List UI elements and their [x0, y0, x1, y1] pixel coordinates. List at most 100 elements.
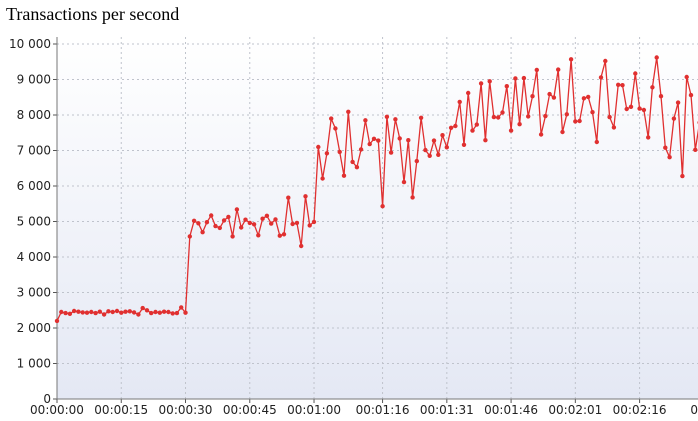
data-point	[303, 194, 308, 199]
data-point	[80, 310, 85, 315]
x-tick-label: 00:00:30	[159, 403, 213, 417]
data-point	[418, 115, 424, 121]
x-tick-label: 00:01:46	[484, 403, 538, 417]
data-point	[671, 116, 677, 121]
data-point	[63, 310, 68, 316]
data-point	[564, 112, 569, 117]
data-point	[607, 114, 612, 120]
data-point	[508, 128, 514, 133]
data-point	[346, 109, 351, 115]
data-point	[247, 220, 252, 226]
data-point	[217, 225, 222, 231]
data-point	[658, 94, 664, 99]
data-point	[406, 138, 411, 143]
data-point	[483, 138, 488, 143]
data-point	[59, 309, 64, 315]
data-point	[187, 234, 192, 239]
data-point	[393, 117, 398, 122]
data-point	[363, 118, 368, 123]
x-tick-label: 00:00:45	[223, 403, 277, 417]
data-point	[448, 125, 454, 130]
data-point	[423, 147, 428, 153]
data-point	[496, 115, 501, 120]
data-point	[573, 119, 578, 124]
data-point	[641, 107, 647, 113]
data-point	[667, 155, 672, 160]
data-point	[204, 220, 210, 225]
data-point	[54, 318, 60, 324]
data-point	[688, 92, 694, 98]
data-point	[646, 135, 651, 140]
data-point	[466, 90, 471, 96]
data-point	[140, 305, 145, 311]
data-point	[453, 123, 458, 129]
y-tick-label: 9 000	[17, 73, 51, 87]
data-point	[149, 310, 154, 316]
data-point	[264, 213, 270, 218]
data-point	[414, 158, 419, 164]
data-point	[166, 309, 171, 315]
data-point	[397, 136, 402, 141]
data-point	[230, 234, 235, 239]
data-point	[457, 99, 462, 105]
chart-title: Transactions per second	[6, 4, 180, 24]
data-point	[538, 132, 544, 137]
y-tick-label: 5 000	[17, 215, 51, 229]
data-point	[131, 310, 137, 315]
data-point	[624, 106, 629, 112]
series-group	[54, 55, 698, 324]
data-point	[376, 138, 381, 143]
x-tick-labels: 00:00:00 00:00:15 00:00:30 00:00:45 00:01:00…	[30, 403, 698, 417]
y-tick-labels: 0 1 000 2 000 3 000 4 000 5 000 6 000 7 000 8 00…	[9, 37, 51, 406]
data-point	[183, 310, 188, 315]
data-point	[290, 221, 295, 227]
data-point	[170, 311, 175, 316]
data-point	[577, 118, 582, 124]
data-point	[84, 310, 90, 315]
data-point	[341, 173, 347, 178]
data-point	[586, 94, 591, 100]
data-point	[354, 165, 360, 170]
data-point	[157, 310, 162, 315]
data-point	[234, 207, 240, 212]
x-tick-label: 00:01:16	[356, 403, 410, 417]
data-point	[526, 114, 531, 119]
data-point	[281, 232, 287, 237]
x-tick-label: 00:01:31	[420, 403, 474, 417]
data-point	[650, 85, 655, 90]
data-point	[174, 310, 180, 316]
grid-lines	[57, 37, 698, 399]
data-point	[161, 309, 167, 314]
data-point	[487, 79, 492, 84]
data-point	[444, 145, 449, 150]
data-point	[637, 106, 642, 111]
data-point	[543, 113, 548, 119]
data-point	[440, 133, 445, 138]
x-tick-label: 00:00:15	[94, 403, 148, 417]
data-point	[517, 122, 522, 127]
data-point	[654, 55, 659, 60]
data-point	[286, 195, 291, 200]
data-point	[693, 147, 698, 152]
data-point	[226, 214, 231, 220]
data-point	[410, 195, 415, 200]
data-point	[196, 221, 201, 226]
y-tick-label: 0	[43, 392, 51, 406]
data-point	[620, 83, 625, 88]
data-point	[97, 309, 103, 314]
data-point	[521, 75, 527, 81]
data-point	[256, 233, 261, 238]
data-point	[299, 243, 304, 249]
data-point	[581, 96, 587, 101]
data-point	[67, 311, 73, 316]
data-point	[388, 150, 394, 155]
data-point	[675, 100, 681, 105]
data-point	[119, 310, 124, 315]
data-point	[110, 309, 115, 315]
data-point	[616, 82, 621, 88]
x-tick-label: 00:0	[690, 403, 698, 417]
data-point	[556, 67, 561, 72]
data-point	[367, 141, 372, 147]
data-point	[114, 308, 120, 314]
data-point	[633, 71, 638, 76]
